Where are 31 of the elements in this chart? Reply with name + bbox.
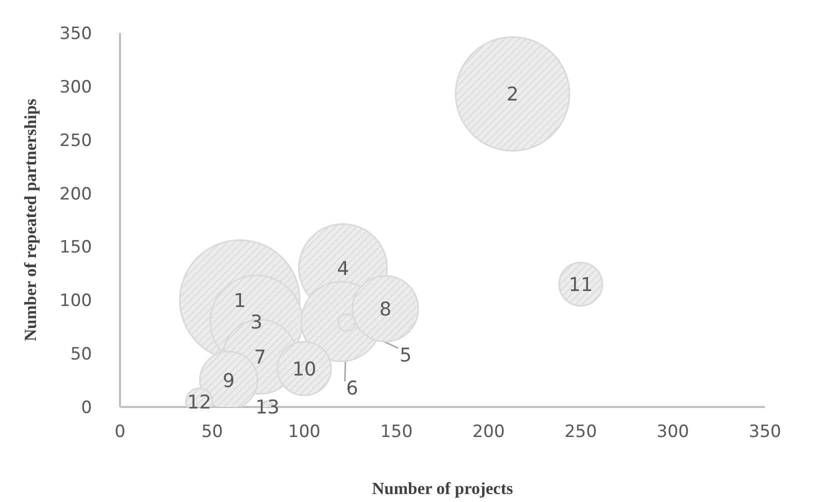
annotation: 11 <box>568 274 593 296</box>
y-tick-label: 50 <box>70 344 92 365</box>
annotation: 2 <box>506 84 519 106</box>
annotation: 7 <box>254 346 266 369</box>
x-tick-label: 300 <box>656 422 690 442</box>
y-tick-label: 200 <box>60 184 92 204</box>
x-tick-label: 200 <box>472 422 505 442</box>
y-tick-label: 0 <box>81 398 92 418</box>
annotation: 9 <box>222 370 235 392</box>
annotation: 6 <box>346 378 358 400</box>
x-axis-title: Number of projects <box>372 479 514 498</box>
y-axis-title: Number of repeated partnerships <box>21 98 40 342</box>
annotation: 12 <box>187 391 212 414</box>
annotation: 10 <box>292 358 316 380</box>
annotation: 5 <box>400 344 412 366</box>
x-tick-label: 350 <box>748 422 782 442</box>
x-tick-label: 250 <box>564 422 597 442</box>
x-tick-label: 100 <box>288 422 321 442</box>
y-tick-label: 100 <box>60 291 92 312</box>
y-tick-label: 300 <box>60 77 92 98</box>
annotation: 1 <box>234 290 246 312</box>
y-tick-label: 250 <box>60 130 92 151</box>
x-tick-label: 0 <box>114 422 126 442</box>
y-tick-label: 350 <box>60 24 92 44</box>
annotation: 8 <box>379 298 392 320</box>
annotation: 4 <box>336 258 350 280</box>
x-tick-label: 50 <box>201 422 223 442</box>
x-tick-label: 150 <box>380 422 413 442</box>
annotation: 3 <box>250 311 262 334</box>
y-tick-label: 150 <box>60 238 92 258</box>
annotation: 13 <box>255 396 280 419</box>
